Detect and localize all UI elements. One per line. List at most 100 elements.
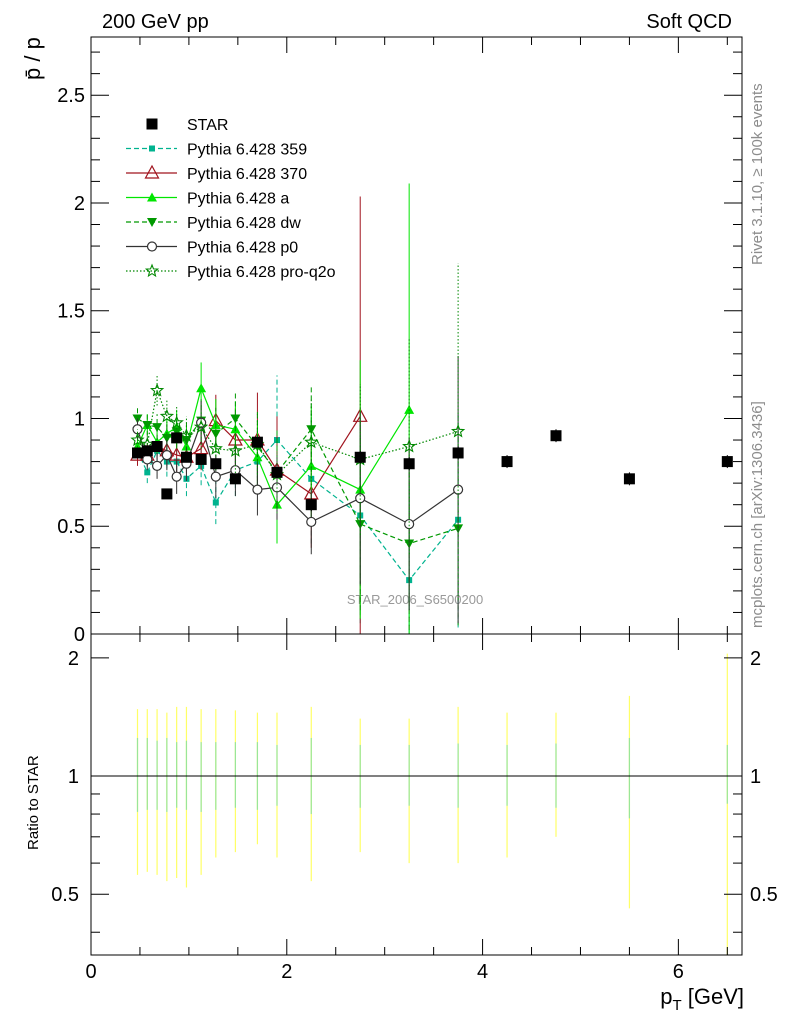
data-point [149, 382, 165, 397]
data-point [452, 447, 464, 459]
legend-item: Pythia 6.428 370 [126, 164, 307, 183]
data-point [404, 518, 415, 530]
main-y-tick-label: 0 [74, 624, 85, 646]
header-right-label: Soft QCD [646, 11, 732, 33]
analysis-watermark: STAR_2006_S6500200 [347, 592, 483, 607]
data-point [623, 473, 635, 485]
data-point [151, 440, 163, 452]
legend-label: STAR [187, 117, 228, 134]
data-point [161, 450, 172, 461]
main-panel: 0 0.5 1 1.5 2 2.5 p̄ / p STAR_2006_S6500200 S… [20, 36, 743, 646]
series-star [132, 429, 733, 512]
ratio-bands [136, 653, 728, 955]
data-point [304, 434, 319, 449]
data-point [271, 466, 283, 478]
data-point [181, 441, 192, 451]
legend-item: Pythia 6.428 dw [126, 215, 301, 232]
data-point [130, 432, 145, 447]
ratio-plot-frame [90, 633, 743, 956]
data-point [229, 473, 241, 485]
data-point [141, 445, 153, 457]
data-point [132, 447, 143, 459]
main-y-tick-label: 2 [74, 193, 85, 215]
series-pythia-6-428-pro-q2o [130, 263, 466, 600]
ratio-y-axis-label: Ratio to STAR [25, 755, 42, 850]
legend: STAR Pythia 6.428 359 Pythia 6.428 370 Pyth… [126, 117, 336, 281]
data-point [196, 383, 207, 393]
legend-item: STAR [146, 117, 228, 134]
ratio-tick-labels: 0.5 0.5 1 1 2 2 0 2 4 6 [51, 648, 778, 983]
series-pythia-6-428-p0 [132, 355, 464, 624]
legend-label: Pythia 6.428 359 [187, 142, 307, 159]
data-point [306, 460, 317, 470]
data-point [161, 433, 172, 443]
data-point [212, 499, 219, 506]
legend-label: Pythia 6.428 dw [187, 215, 301, 232]
legend-item: Pythia 6.428 pro-q2o [126, 263, 336, 281]
main-series-group [129, 183, 733, 634]
main-y-tick-label: 0.5 [57, 516, 85, 538]
data-point [550, 430, 562, 442]
x-axis-label: pT [GeV] [660, 984, 744, 1014]
ratio-y-tick-label-right: 2 [750, 648, 761, 670]
legend-marker [146, 241, 158, 252]
ratio-y-tick-label: 0.5 [51, 884, 79, 906]
data-point [171, 471, 182, 482]
data-point [193, 440, 209, 455]
data-point [210, 471, 221, 482]
main-y-tick-label: 2.5 [57, 85, 85, 107]
main-y-tick-labels: 0 0.5 1 1.5 2 2.5 [57, 85, 85, 646]
legend-marker [144, 164, 160, 179]
ratio-panel: 0.5 0.5 1 1 2 2 0 2 4 6 Ratio to STAR pT [GeV] [25, 633, 778, 1014]
legend-marker [146, 118, 158, 130]
legend-marker [147, 192, 157, 202]
data-point [306, 425, 317, 435]
legend-marker [144, 263, 160, 278]
data-point [230, 414, 241, 424]
data-point [195, 453, 207, 465]
legend-label: Pythia 6.428 p0 [187, 240, 298, 257]
main-y-tick-label: 1.5 [57, 301, 85, 323]
legend-label: Pythia 6.428 pro-q2o [187, 264, 336, 281]
data-point [142, 420, 153, 430]
main-y-axis-label: p̄ / p [20, 37, 45, 80]
legend-item: Pythia 6.428 a [126, 191, 289, 208]
data-point [721, 456, 733, 468]
legend-label: Pythia 6.428 a [187, 191, 289, 208]
data-point [151, 460, 163, 471]
rivet-version-label: Rivet 3.1.10, ≥ 100k events [749, 83, 766, 265]
data-point [501, 456, 513, 468]
ratio-ticks [90, 634, 742, 955]
header-left-label: 200 GeV pp [102, 11, 209, 33]
x-tick-label: 2 [281, 961, 292, 983]
data-point [159, 408, 175, 423]
data-point [161, 488, 173, 500]
data-point [180, 451, 192, 463]
main-y-ticks [90, 37, 742, 635]
data-point [402, 439, 417, 453]
legend-marker [149, 145, 155, 152]
data-point [450, 423, 466, 438]
ratio-y-tick-label: 1 [68, 766, 79, 788]
x-tick-label: 0 [85, 961, 96, 983]
series-line [136, 439, 459, 582]
legend-label: Pythia 6.428 370 [187, 166, 307, 183]
ratio-y-tick-label-right: 0.5 [750, 884, 778, 906]
data-point [306, 516, 317, 528]
data-point [354, 451, 366, 463]
ratio-y-tick-label-right: 1 [750, 766, 761, 788]
x-tick-label: 4 [477, 961, 488, 983]
x-tick-label: 6 [673, 961, 684, 983]
legend-item: Pythia 6.428 p0 [126, 240, 298, 257]
data-point [252, 484, 263, 495]
main-y-tick-label: 1 [74, 408, 85, 430]
data-point [208, 441, 223, 455]
data-point [251, 436, 263, 448]
data-point [144, 469, 151, 476]
legend-item: Pythia 6.428 359 [126, 142, 307, 159]
data-point [193, 419, 209, 434]
data-point [169, 415, 184, 429]
data-point [210, 458, 222, 470]
data-point [403, 458, 415, 470]
